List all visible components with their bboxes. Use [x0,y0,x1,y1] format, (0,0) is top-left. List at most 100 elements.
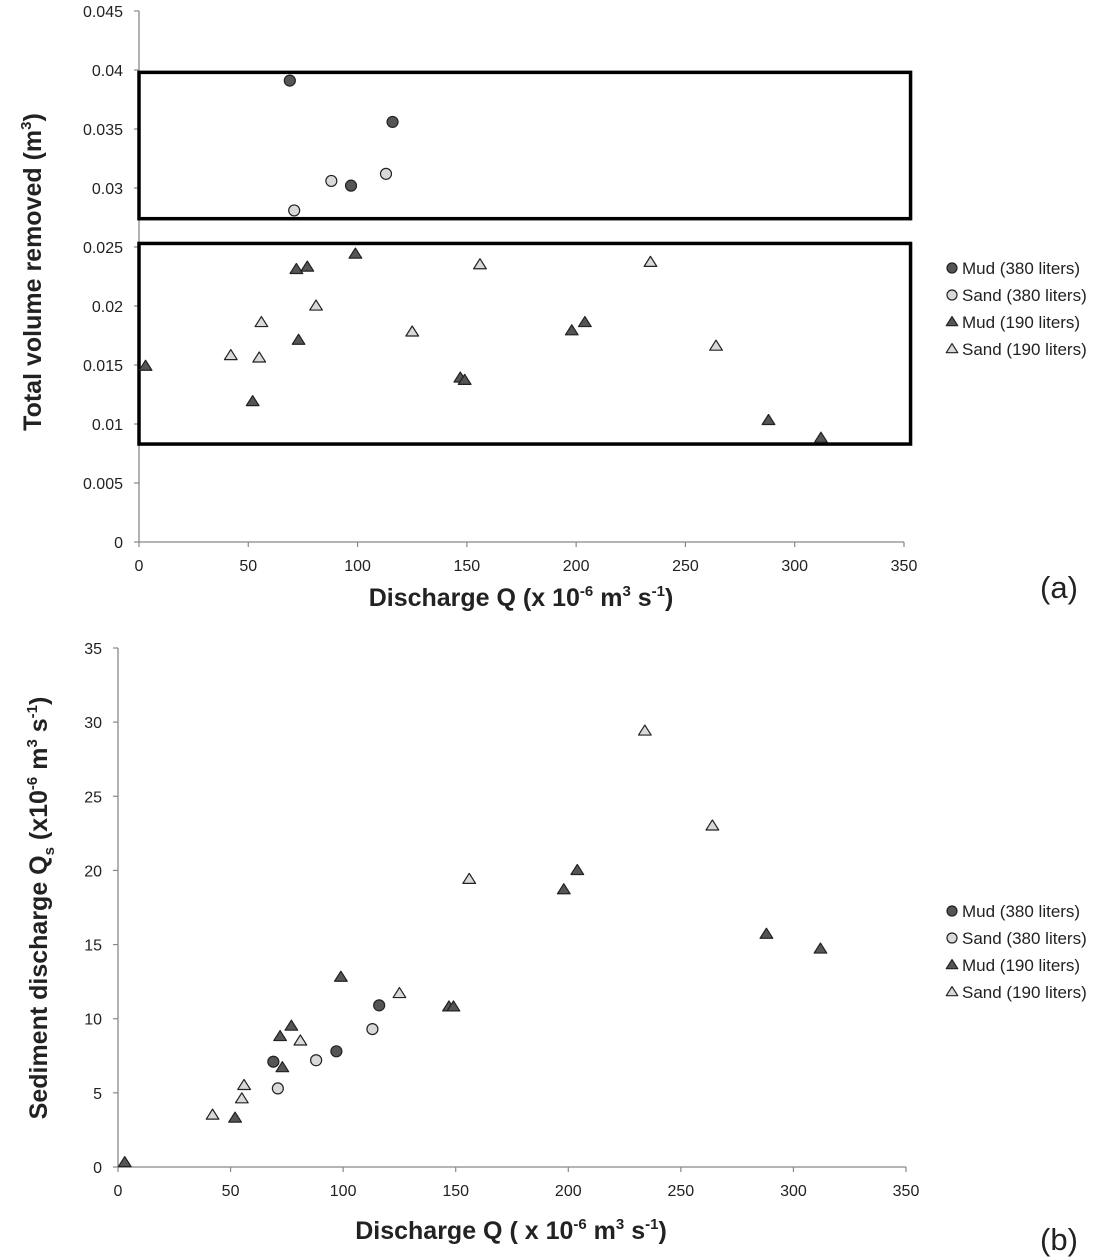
panel-a-point-sand-190-liters-2 [254,315,269,328]
panel-a-x-tick-label: 200 [563,558,590,575]
panel-a-x-tick-label: 300 [781,558,808,575]
panel-a-point-sand-380-liters-0 [288,204,301,217]
panel-a-point-mud-190-liters-10 [761,413,776,426]
panel-b-point-mud-190-liters-3 [275,1061,290,1073]
panel-b-point-sand-190-liters-0 [205,1108,220,1120]
panel-a-legend: Mud (380 liters) Sand (380 liters) Mud (19… [945,259,1087,359]
panel-b-point-mud-190-liters-8 [556,883,571,895]
panel-a-highlight-boxes [137,70,913,446]
panel-a-chart: 0 50 100 150 200 250 300 350 0 0.005 0.01 0.015 0.02… [18,4,1087,612]
panel-a-point-mud-380-liters-2 [386,115,399,129]
panel-a-legend-marker-sand-190-liters-3 [945,342,959,354]
panel-b-label: (b) [1040,1222,1078,1257]
panel-b-point-sand-190-liters-1 [234,1092,249,1104]
panel-a-y-tick-label: 0.04 [92,63,123,80]
panel-a-x-tick-label: 100 [344,558,371,575]
panel-a-legend-marker-sand-380-liters-1 [946,289,958,301]
panel-b-point-mud-190-liters-7 [446,1000,461,1012]
panel-a-axes [134,10,905,547]
panel-b-point-mud-380-liters-2 [373,999,386,1012]
panel-b-y-axis-label: Sediment discharge Qs (x10-6 m3 s-1) [24,697,58,1120]
panel-b-point-mud-190-liters-5 [333,970,348,982]
panel-a-x-tick-label: 250 [672,558,699,575]
panel-b-point-mud-190-liters-10 [759,927,774,939]
panel-a-highlight-box-1 [137,70,913,221]
panel-a-y-tick-label: 0.025 [83,240,123,257]
panel-a-point-sand-190-liters-5 [473,258,487,270]
panel-a-legend-label: Sand (380 liters) [962,286,1087,305]
panel-b-x-tick-label: 0 [114,1183,123,1200]
panel-a-x-tick-label: 150 [454,558,481,575]
panel-b-point-sand-190-liters-7 [705,819,720,831]
panel-a-legend-label: Mud (190 liters) [962,313,1080,332]
panel-a-legend-label: Mud (380 liters) [962,259,1080,278]
panel-a-point-mud-190-liters-0 [138,359,153,371]
panel-b-point-mud-190-liters-1 [228,1111,242,1123]
panel-b-point-mud-190-liters-2 [273,1029,288,1042]
panel-a-point-sand-190-liters-3 [309,299,323,311]
panel-a-y-tick-label: 0.03 [92,181,123,198]
panel-b-y-tick-label: 10 [84,1012,102,1029]
panel-a-point-mud-190-liters-1 [245,395,260,407]
panel-a-point-sand-190-liters-4 [405,325,420,337]
panel-b-point-sand-190-liters-5 [462,872,477,884]
panel-b-data-points [117,724,828,1168]
panel-b-point-sand-190-liters-4 [392,986,407,999]
panel-b-y-tick-label: 5 [93,1086,102,1103]
panel-b-legend-label: Sand (190 liters) [962,983,1087,1002]
panel-b-legend-label: Sand (380 liters) [962,929,1087,948]
panel-b-x-axis-label: Discharge Q ( x 10-6 m3 s-1) [355,1216,667,1245]
panel-a-x-tick-label: 0 [135,558,144,575]
panel-a-x-tick-label: 350 [891,558,918,575]
panel-b-point-sand-190-liters-3 [293,1034,308,1046]
panel-b-legend-marker-mud-380-liters-0 [946,905,958,917]
panel-b-x-tick-label: 150 [442,1183,469,1200]
panel-b-point-mud-190-liters-9 [570,863,585,876]
panel-b-legend: Mud (380 liters) Sand (380 liters) Mud (19… [945,902,1087,1002]
panel-b-x-tick-label: 200 [555,1183,582,1200]
panel-a-legend-marker-mud-190-liters-2 [945,315,959,327]
panel-b-x-tick-label: 50 [222,1183,240,1200]
panel-a-point-mud-190-liters-11 [814,431,828,443]
panel-b-point-mud-190-liters-4 [284,1019,299,1031]
panel-b-point-sand-190-liters-2 [237,1078,252,1091]
panel-a-y-tick-label: 0 [114,535,123,552]
panel-b-legend-marker-sand-380-liters-1 [946,932,958,944]
panel-a-x-tick-label: 50 [239,558,257,575]
panel-b-legend-marker-sand-190-liters-3 [945,985,959,997]
panel-b-axes [113,647,907,1172]
panel-a-point-sand-380-liters-1 [325,174,338,188]
panel-a-x-axis-label: Discharge Q (x 10-6 m3 s-1) [369,583,674,612]
panel-a-point-mud-190-liters-4 [300,260,315,272]
panel-a-y-tick-label: 0.045 [83,4,123,21]
panel-b-x-tick-label: 300 [780,1183,807,1200]
panel-a-highlight-box-2 [137,241,913,446]
panel-b-chart: 0 50 100 150 200 250 300 350 0 5 10 15 20 25 30 35 Disc… [24,641,1087,1257]
panel-b-legend-label: Mud (190 liters) [962,956,1080,975]
panel-a-point-mud-190-liters-3 [291,333,306,345]
panel-a-point-mud-190-liters-9 [577,315,592,328]
panel-b-legend-label: Mud (380 liters) [962,902,1080,921]
panel-a-point-sand-190-liters-6 [643,255,658,267]
panel-b-tick-labels: 0 50 100 150 200 250 300 350 0 5 10 15 20 25 30 35 [84,641,919,1200]
panel-b-y-tick-label: 15 [84,938,102,955]
panel-a-y-tick-label: 0.01 [92,417,123,434]
panel-a-point-mud-380-liters-1 [344,179,358,192]
panel-b-y-tick-label: 0 [93,1160,102,1177]
panel-a-legend-marker-mud-380-liters-0 [946,262,958,274]
panel-b-x-tick-label: 250 [668,1183,695,1200]
panel-a-label: (a) [1040,570,1078,605]
panel-a-legend-label: Sand (190 liters) [962,340,1087,359]
panel-a-point-mud-380-liters-0 [283,74,296,87]
panel-b-y-tick-label: 25 [84,789,102,806]
panel-a-y-tick-label: 0.005 [83,476,123,493]
panel-b-point-mud-190-liters-11 [813,942,828,954]
panel-a-y-axis-label: Total volume removed (m3) [18,113,47,431]
panel-a-point-mud-190-liters-5 [348,247,363,259]
panel-b-point-sand-380-liters-0 [271,1082,284,1095]
panel-a-point-mud-190-liters-8 [564,324,579,336]
panel-b-y-tick-label: 20 [84,863,102,880]
panel-a-point-sand-190-liters-0 [223,348,238,361]
panel-b-legend-marker-mud-190-liters-2 [945,958,959,970]
